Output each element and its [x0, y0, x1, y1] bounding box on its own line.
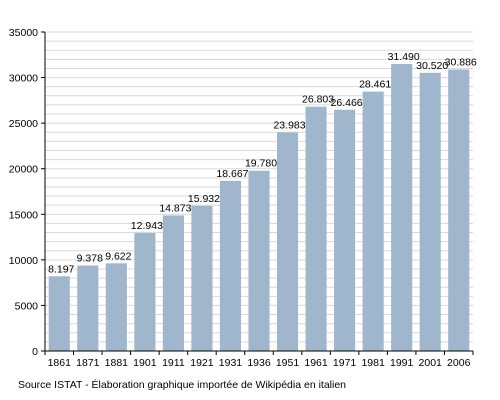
y-tick-label: 35000: [9, 27, 38, 39]
x-tick-label: 1881: [105, 357, 129, 369]
bar-1911: [162, 215, 184, 351]
y-tick-label: 15000: [9, 209, 38, 221]
bar-1991: [391, 63, 413, 351]
data-label: 9.622: [105, 250, 131, 262]
x-tick-label: 1936: [247, 357, 271, 369]
data-label: 9.378: [77, 253, 103, 265]
data-label: 30.520: [416, 60, 448, 72]
data-label: 23.983: [273, 119, 305, 131]
data-label: 26.803: [302, 94, 334, 106]
data-label: 30.886: [445, 56, 477, 68]
bar-1971: [334, 109, 356, 351]
data-label: 31.490: [388, 51, 420, 63]
bar-1871: [77, 265, 99, 351]
axes: [41, 31, 474, 355]
bar-1861: [48, 276, 70, 351]
y-tick-label: 25000: [9, 118, 38, 130]
data-label: 14.873: [159, 202, 191, 214]
x-tick-label: 1971: [333, 357, 357, 369]
x-tick-label: 1861: [48, 357, 72, 369]
y-tick-labels: 0 5000 10000 15000 20000 25000 30000 35000: [9, 27, 38, 358]
x-tick-label: 1961: [304, 357, 328, 369]
y-tick-label: 5000: [15, 300, 39, 312]
x-tick-label: 1911: [162, 357, 185, 369]
bar-1881: [105, 263, 127, 351]
data-label: 15.932: [188, 193, 220, 205]
y-tick-label: 20000: [9, 164, 38, 176]
bar-1901: [134, 233, 156, 351]
bar-1931: [219, 180, 242, 351]
data-label: 8.197: [48, 263, 74, 275]
x-tick-label: 1871: [76, 357, 100, 369]
data-label: 19.780: [245, 158, 277, 170]
x-tick-label: 2006: [447, 357, 471, 369]
x-tick-label: 1991: [390, 357, 414, 369]
x-tick-label: 2001: [419, 357, 443, 369]
y-tick-label: 30000: [9, 73, 38, 85]
y-tick-label: 10000: [9, 255, 38, 267]
x-tick-label: 1901: [133, 357, 157, 369]
source-note: Source ISTAT - Élaboration graphique imp…: [18, 379, 347, 391]
data-label: 18.667: [216, 168, 248, 180]
bar-1961: [305, 106, 327, 351]
bar-1936: [248, 170, 270, 351]
data-label: 28.461: [359, 79, 391, 91]
data-label: 12.943: [131, 220, 163, 232]
bars: [48, 63, 470, 352]
bar-2001: [419, 72, 441, 351]
bar-1981: [362, 91, 384, 351]
bar-1951: [276, 132, 299, 351]
data-label: 26.466: [331, 97, 363, 109]
y-tick-label: 0: [32, 346, 38, 358]
bar-1921: [191, 205, 213, 351]
bar-2006: [448, 69, 470, 352]
x-tick-label: 1921: [190, 357, 214, 369]
x-tick-label: 1931: [219, 357, 243, 369]
x-tick-label: 1981: [361, 357, 385, 369]
x-tick-label: 1951: [276, 357, 300, 369]
x-tick-labels: 1861 1871 1881 1901 1911 1921 1931 1936 1951 1961…: [48, 357, 471, 369]
